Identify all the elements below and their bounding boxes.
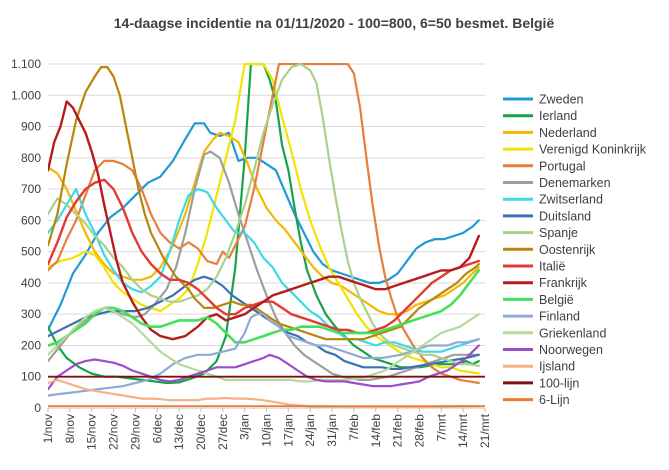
x-tick-label: 24/jan bbox=[303, 414, 317, 447]
y-tick-label: 0 bbox=[34, 401, 41, 415]
legend-label: 6-Lijn bbox=[539, 393, 570, 407]
legend-label: België bbox=[539, 293, 574, 307]
legend-label: Verenigd Koninkrijk bbox=[539, 143, 647, 157]
x-axis: 1/nov 8/nov 15/nov 22/nov 29/nov 6/dec 13/dec 2… bbox=[41, 408, 492, 450]
y-tick-label: 900 bbox=[21, 120, 41, 134]
legend-label: Finland bbox=[539, 310, 580, 324]
legend-label: Zwitserland bbox=[539, 193, 603, 207]
y-tick-label: 200 bbox=[21, 338, 41, 352]
x-tick-label: 13/dec bbox=[172, 414, 186, 450]
legend-label: Italië bbox=[539, 260, 565, 274]
y-tick-label: 800 bbox=[21, 151, 41, 165]
y-tick-label: 500 bbox=[21, 245, 41, 259]
legend-label: Frankrijk bbox=[539, 276, 588, 290]
x-tick-label: 17/jan bbox=[281, 414, 295, 447]
legend-label: Noorwegen bbox=[539, 343, 603, 357]
x-tick-label: 27/dec bbox=[216, 414, 230, 450]
x-tick-label: 1/nov bbox=[41, 414, 55, 443]
y-tick-label: 300 bbox=[21, 307, 41, 321]
x-tick-label: 22/nov bbox=[107, 414, 121, 450]
series-line-spanje bbox=[48, 63, 480, 367]
x-tick-label: 7/feb bbox=[347, 414, 361, 441]
y-tick-label: 100 bbox=[21, 370, 41, 384]
legend-label: Zweden bbox=[539, 93, 584, 107]
plot-area bbox=[48, 63, 485, 409]
x-tick-label: 6/dec bbox=[150, 414, 164, 443]
legend-label: Denemarken bbox=[539, 176, 611, 190]
x-tick-label: 21/feb bbox=[391, 414, 405, 448]
y-tick-label: 600 bbox=[21, 213, 41, 227]
legend-label: Ijsland bbox=[539, 360, 575, 374]
x-tick-label: 28/feb bbox=[412, 414, 426, 448]
y-tick-label: 400 bbox=[21, 276, 41, 290]
series-line-ijsland bbox=[48, 378, 480, 409]
x-tick-label: 7/mrt bbox=[434, 413, 448, 441]
series-line-belgi- bbox=[48, 269, 481, 347]
legend-label: Spanje bbox=[539, 226, 578, 240]
x-tick-label: 21/mrt bbox=[478, 413, 492, 448]
y-axis: 0 100 200 300 400 500 600 700 800 900 1.000 1.100 bbox=[11, 57, 41, 415]
x-tick-label: 10/jan bbox=[260, 414, 274, 447]
y-tick-label: 700 bbox=[21, 182, 41, 196]
chart-title: 14-daagse incidentie na 01/11/2020 - 100… bbox=[114, 15, 555, 31]
x-tick-label: 8/nov bbox=[63, 414, 77, 443]
x-tick-label: 29/nov bbox=[128, 414, 142, 450]
y-tick-label: 1.000 bbox=[11, 88, 41, 102]
x-tick-label: 31/jan bbox=[325, 414, 339, 447]
series-line-griekenland bbox=[48, 306, 480, 383]
x-tick-label: 15/nov bbox=[85, 414, 99, 450]
x-tick-label: 20/dec bbox=[194, 414, 208, 450]
legend-label: Nederland bbox=[539, 126, 597, 140]
legend: Zweden Ierland Nederland Verenigd Koninkrij… bbox=[503, 93, 647, 407]
legend-label: Duitsland bbox=[539, 209, 591, 223]
legend-label: Ierland bbox=[539, 109, 577, 123]
series-line-zwitserland bbox=[48, 188, 480, 353]
x-tick-label: 14/feb bbox=[369, 414, 383, 448]
x-tick-label: 3/jan bbox=[238, 414, 252, 440]
x-tick-label: 14/mrt bbox=[456, 413, 470, 448]
series-line-denemarken bbox=[48, 150, 480, 381]
legend-label: 100-lijn bbox=[539, 376, 579, 390]
series-line-zweden bbox=[48, 122, 480, 331]
series-line-frankrijk bbox=[48, 100, 480, 341]
y-tick-label: 1.100 bbox=[11, 57, 41, 71]
series-line-verenigd-koninkrijk bbox=[48, 63, 480, 375]
series-line-portugal bbox=[48, 63, 480, 385]
legend-label: Oostenrijk bbox=[539, 243, 596, 257]
legend-label: Griekenland bbox=[539, 326, 606, 340]
series-line-noorwegen bbox=[48, 344, 480, 391]
legend-label: Portugal bbox=[539, 159, 586, 173]
